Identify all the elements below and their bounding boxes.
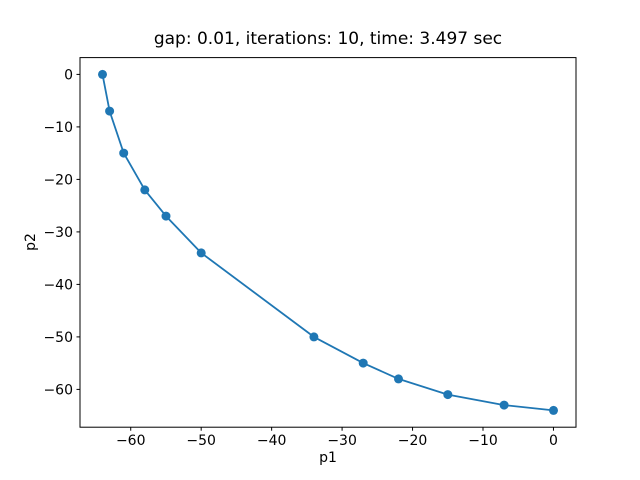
data-point-marker — [98, 69, 107, 79]
y-tick-label: −20 — [43, 172, 73, 188]
x-axis-label: p1 — [319, 450, 337, 466]
x-tick-label: −10 — [468, 433, 498, 449]
y-tick-label: −10 — [43, 120, 73, 136]
data-point-marker — [499, 400, 509, 410]
x-tick-label: −60 — [116, 433, 146, 449]
data-point-marker — [394, 374, 403, 384]
data-point-marker — [119, 148, 129, 158]
y-tick-label: −50 — [43, 330, 73, 346]
x-tick-label: −20 — [398, 433, 428, 449]
axes-spines — [79, 57, 577, 428]
x-tick-label: 0 — [549, 433, 558, 449]
x-tick-label: −50 — [186, 433, 216, 449]
data-point-marker — [161, 211, 171, 221]
series-line — [101, 73, 555, 412]
data-point-marker — [309, 332, 319, 342]
data-point-marker — [358, 358, 368, 368]
x-tick-label: −30 — [327, 433, 357, 449]
y-tick-label: −60 — [43, 382, 73, 398]
data-point-marker — [140, 185, 150, 195]
data-point-marker — [549, 405, 558, 415]
y-tick-label: 0 — [64, 67, 73, 83]
y-tick-label: −30 — [43, 225, 73, 241]
data-point-marker — [196, 248, 206, 258]
data-point-marker — [105, 106, 115, 116]
chart-title: gap: 0.01, iterations: 10, time: 3.497 s… — [153, 29, 503, 49]
data-point-marker — [443, 390, 453, 400]
x-tick-label: −40 — [257, 433, 287, 449]
y-tick-label: −40 — [43, 277, 73, 293]
